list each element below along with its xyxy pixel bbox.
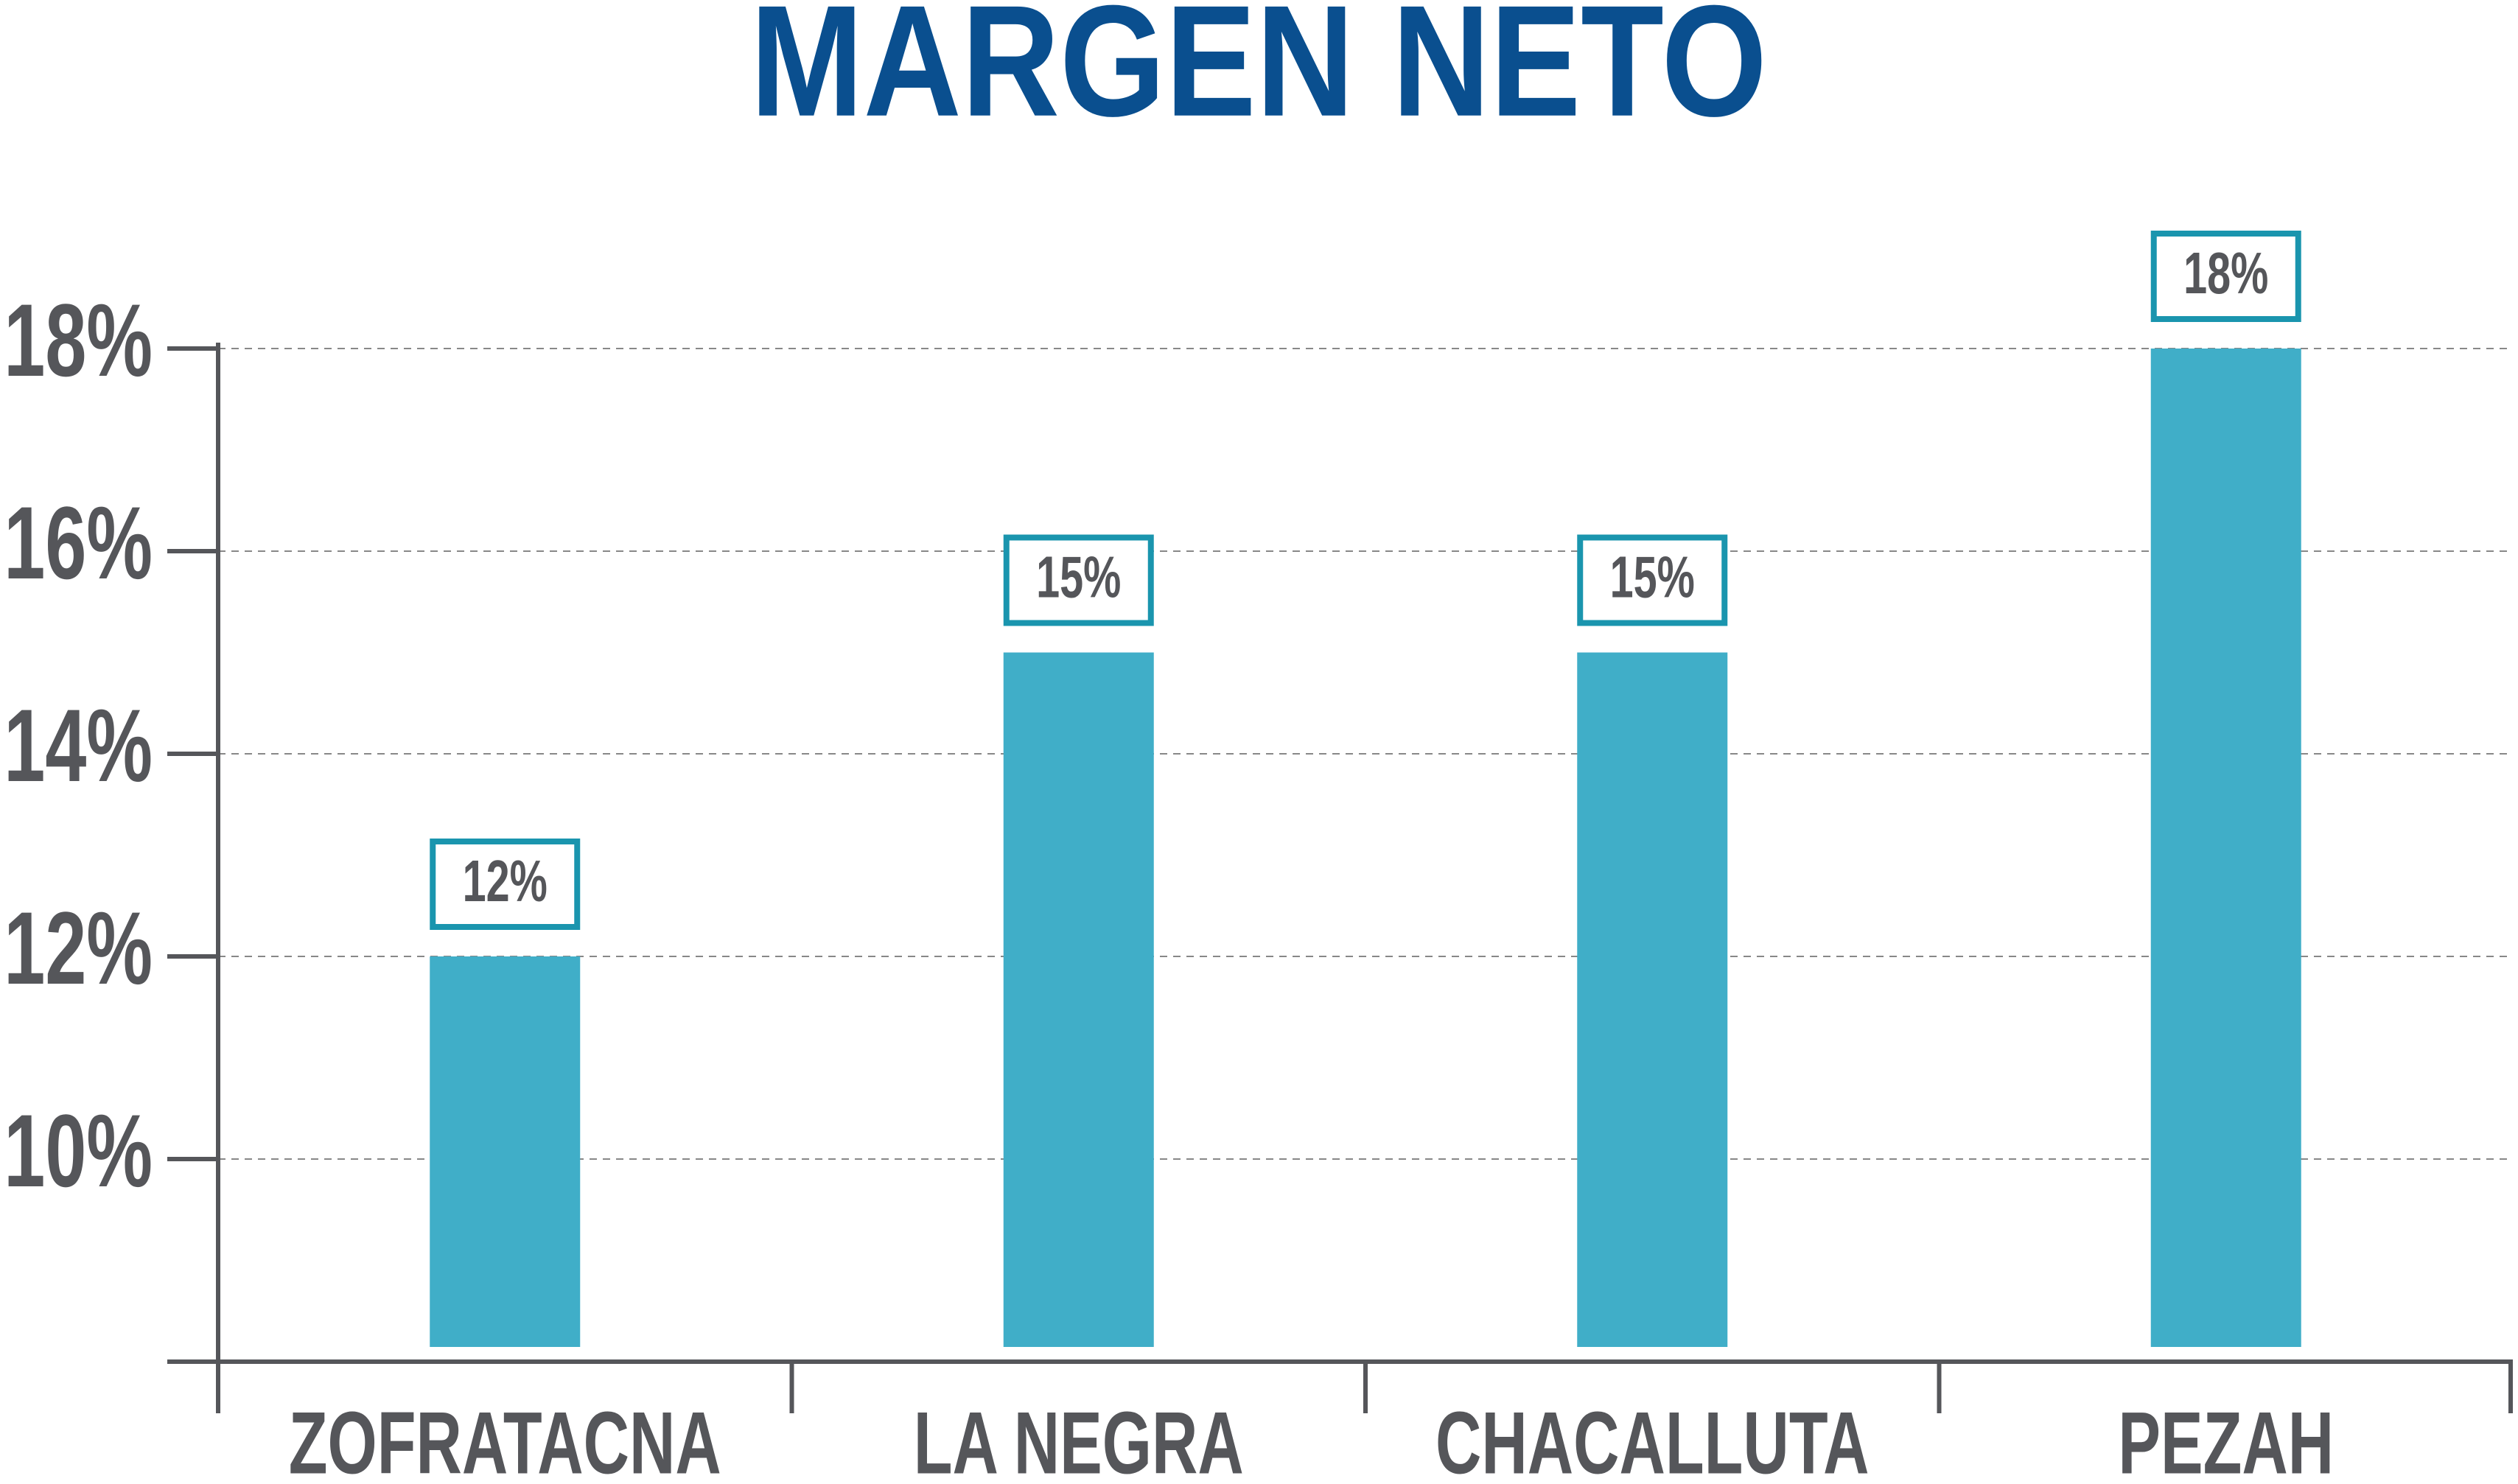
y-tick-label: 14% <box>4 688 153 803</box>
bar <box>430 956 581 1347</box>
y-tick-label: 16% <box>4 486 153 601</box>
bar <box>2150 349 2301 1347</box>
x-tick-label: CHACALLUTA <box>1435 1394 1870 1484</box>
value-label-box <box>1003 534 1154 626</box>
y-tick-label: 10% <box>4 1093 153 1208</box>
x-tick-label: ZOFRATACNA <box>289 1394 721 1484</box>
chart-title: MARGEN NETO <box>750 0 1767 150</box>
x-tick-label: LA NEGRA <box>914 1394 1244 1484</box>
value-label-box <box>2150 231 2301 322</box>
bar <box>1003 652 1154 1347</box>
value-label: 15% <box>1610 544 1695 610</box>
value-label-box <box>430 839 581 930</box>
y-tick-label: 18% <box>4 283 153 398</box>
value-label-box <box>1577 534 1728 626</box>
y-tick-label: 12% <box>4 891 153 1006</box>
bar <box>1577 652 1728 1347</box>
value-label: 12% <box>463 848 548 914</box>
value-label: 18% <box>2183 240 2268 307</box>
x-tick-label: PEZAH <box>2118 1394 2334 1484</box>
value-label: 15% <box>1036 544 1121 610</box>
